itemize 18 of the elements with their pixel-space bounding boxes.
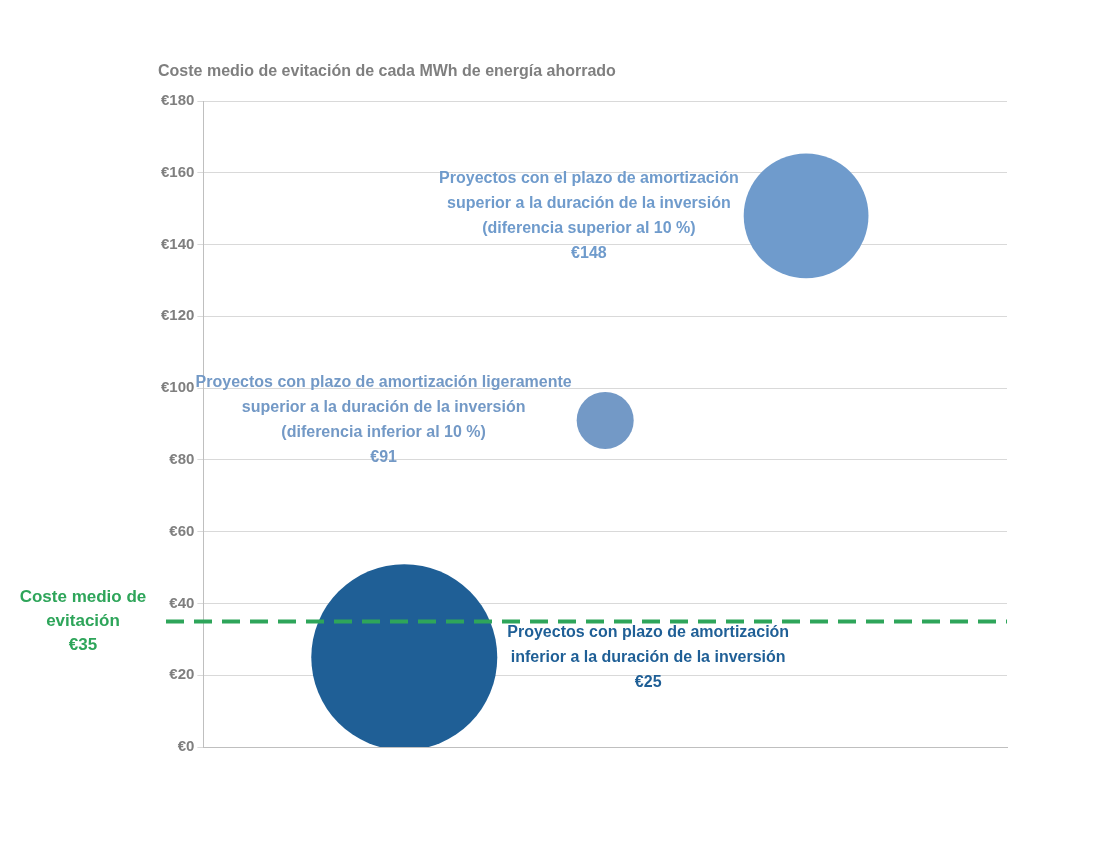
y-tick-label: €40: [169, 593, 195, 611]
y-tick-label: €60: [169, 521, 195, 539]
y-tick-label: €140: [160, 234, 195, 252]
y-tick-label: €180: [160, 91, 195, 109]
ref-line-label: Coste medio de evitación €35: [19, 587, 147, 655]
y-tick-label: €20: [169, 665, 195, 683]
annotation: €91: [370, 448, 398, 466]
annotation: €25: [634, 672, 662, 690]
series-label: Proyectos con plazo de amortización ligeramente superior a la duración de la inversión (diferencia inferior al 10 %): [195, 373, 572, 441]
chart-title: Coste medio de evitación de cada MWh de energía ahorrado: [158, 61, 617, 79]
y-tick-label: €100: [160, 378, 195, 396]
y-tick-label: €120: [160, 306, 195, 324]
series-label: Proyectos con plazo de amortización inferior a la duración de la inversión: [507, 622, 790, 665]
series-label: Proyectos con el plazo de amortización superior a la duración de la inversión (diferencia superior al 10 %): [439, 168, 739, 236]
y-tick-label: €80: [169, 450, 195, 468]
annotation: €148: [571, 243, 607, 261]
y-tick-label: €0: [177, 737, 195, 755]
y-tick-label: €160: [160, 162, 195, 180]
